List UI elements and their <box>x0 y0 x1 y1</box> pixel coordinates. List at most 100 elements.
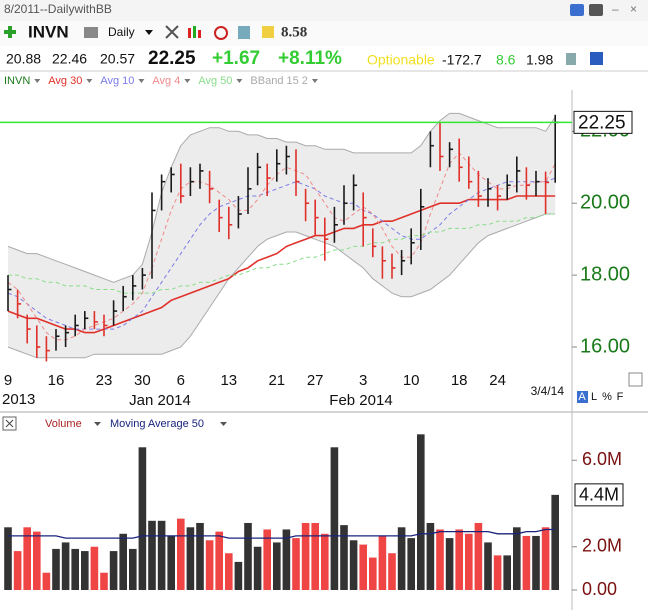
volume-bar <box>52 548 60 590</box>
legend-dropdown[interactable] <box>184 79 191 83</box>
volume-bar <box>100 572 108 590</box>
volume-bar <box>90 546 99 590</box>
volume-bar <box>167 535 175 590</box>
x-tick-label: 9 <box>4 372 12 389</box>
volume-bar <box>253 546 262 590</box>
moving-average <box>7 152 556 341</box>
volume-bar <box>244 522 252 590</box>
period[interactable]: Daily <box>108 25 135 39</box>
symbol[interactable]: INVN <box>28 22 69 41</box>
volume-bar <box>282 529 291 590</box>
legend-entry: INVN <box>4 75 30 87</box>
icon-print[interactable] <box>84 27 98 38</box>
volume-bar <box>42 572 51 590</box>
volume-bar <box>465 533 473 590</box>
legend-dropdown[interactable] <box>34 79 41 83</box>
volume-bar <box>417 434 425 590</box>
volume-bar <box>359 544 367 590</box>
x-tick-label: 30 <box>134 372 151 389</box>
icon-grid[interactable] <box>238 26 250 39</box>
x-tick-label: 6 <box>177 372 185 389</box>
volume-bar <box>263 529 271 590</box>
legend-dropdown[interactable] <box>236 79 243 83</box>
volume-bar <box>455 529 463 590</box>
band-area <box>8 113 556 358</box>
volume-bar <box>109 551 118 590</box>
volume-title: Volume <box>45 418 82 430</box>
volume-bar <box>426 522 435 590</box>
icon-t[interactable] <box>589 4 603 16</box>
legend-dropdown[interactable] <box>86 79 93 83</box>
volume-bar <box>81 551 89 590</box>
last-volume-box <box>574 483 624 507</box>
last-price-box <box>573 110 633 134</box>
close[interactable]: × <box>630 2 637 16</box>
x-tick-label: 13 <box>220 372 237 389</box>
toolbar <box>0 21 648 46</box>
legend-entry: BBand 15 2 <box>250 75 308 87</box>
volume-bar <box>378 535 387 590</box>
volume-bar <box>148 520 156 590</box>
moving-average <box>8 213 556 294</box>
volume-bar <box>340 525 348 590</box>
volume-bar <box>551 494 559 590</box>
legend-entry: Avg 30 <box>48 75 82 87</box>
scale-button[interactable]: % <box>602 391 612 403</box>
scale-button[interactable]: A <box>578 391 586 403</box>
add-symbol[interactable] <box>4 26 16 38</box>
volume-bar <box>129 548 137 590</box>
band-lower <box>7 213 556 359</box>
volume-bar <box>71 548 79 590</box>
dropdown[interactable] <box>220 422 227 426</box>
period-label: Jan 2014 <box>129 392 191 409</box>
legend-entry: Avg 4 <box>152 75 180 87</box>
volume-bar <box>522 535 531 590</box>
volume-bar <box>119 533 127 590</box>
volume-bar <box>157 520 166 590</box>
last-volume-label: 4.4M <box>579 485 619 505</box>
icon-tools[interactable] <box>165 25 179 39</box>
volume-bar <box>532 535 540 590</box>
volume-bar <box>474 522 483 590</box>
legend-dropdown[interactable] <box>311 79 318 83</box>
icon-save[interactable] <box>590 52 603 65</box>
y-tick-label: 20.00 <box>580 192 630 214</box>
legend-bar <box>0 71 648 90</box>
icon-stack[interactable] <box>566 53 576 65</box>
icon-bars[interactable] <box>188 28 191 38</box>
legend-dropdown[interactable] <box>138 79 145 83</box>
scale-button[interactable]: F <box>617 391 624 403</box>
scale-button[interactable]: L <box>591 391 597 403</box>
volume-bar <box>13 551 22 590</box>
quote-v1: -172.7 <box>442 52 482 68</box>
legend-entry: Avg 50 <box>198 75 232 87</box>
y-tick-label: 2.0M <box>582 536 622 556</box>
icon-alarm[interactable] <box>214 26 228 40</box>
last-price-label: 22.25 <box>578 112 626 133</box>
dropdown[interactable] <box>94 422 101 426</box>
draw-tool[interactable] <box>628 372 643 387</box>
volume-bar <box>225 553 233 590</box>
volume-bar <box>369 557 377 590</box>
quote-open: 20.88 <box>6 51 41 67</box>
legend-entry: Avg 10 <box>100 75 134 87</box>
volume-bar <box>493 555 502 590</box>
volume-bar <box>205 540 214 590</box>
minimize[interactable]: – <box>612 2 619 16</box>
moving-average <box>7 195 556 334</box>
quote-last: 22.25 <box>148 48 196 69</box>
title-bar <box>0 0 648 21</box>
quote-v2: 8.6 <box>496 52 516 68</box>
y-tick-label: 18.00 <box>580 263 630 285</box>
volume-bar <box>321 533 329 590</box>
volume-bar <box>445 538 454 590</box>
icon-note[interactable] <box>262 26 274 38</box>
band-upper <box>7 112 556 283</box>
dropdown[interactable] <box>145 30 153 35</box>
volume-ma <box>8 528 556 539</box>
layout-name[interactable]: 8/2011--DailywithBB <box>4 2 112 16</box>
date-label: 3/4/14 <box>531 384 565 398</box>
x-tick-label: 27 <box>307 372 324 389</box>
icon-s[interactable] <box>570 4 584 16</box>
quote-tag: Optionable <box>367 52 435 68</box>
